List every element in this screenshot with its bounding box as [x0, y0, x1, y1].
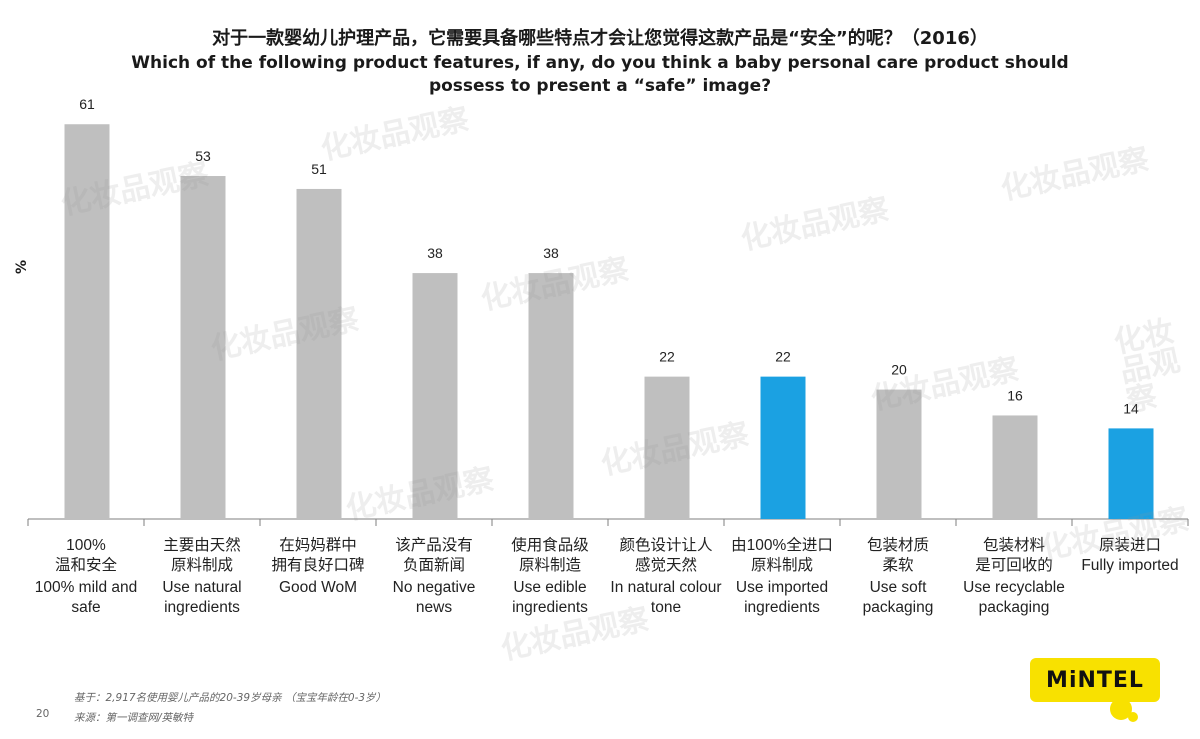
- category-label-cn2: 负面新闻: [402, 557, 465, 574]
- bar: [412, 273, 458, 519]
- category-label-cn: 包装材质: [866, 537, 929, 554]
- data-label: 20: [891, 362, 907, 378]
- category-label: 主要由天然原料制成 Use natural ingredients: [144, 536, 260, 618]
- category-label: 包装材料是可回收的 Use recyclable packaging: [956, 536, 1072, 618]
- category-label-cn: 该产品没有: [395, 537, 473, 554]
- bar: [64, 124, 110, 519]
- logo-drip: [1128, 712, 1138, 722]
- category-label-en: Use natural ingredients: [162, 579, 242, 616]
- footer-notes: 基于：2,917名使用婴儿产品的20-39岁母亲 （宝宝年龄在0-3岁） 来源：…: [74, 688, 386, 728]
- bar: [1108, 428, 1154, 519]
- data-label: 53: [195, 148, 211, 164]
- category-label-cn: 包装材料: [982, 537, 1045, 554]
- category-label-cn: 颜色设计让人: [619, 537, 713, 554]
- category-label-cn2: 原料制成: [750, 557, 813, 574]
- bar: [644, 376, 690, 519]
- category-label-cn2: 温和安全: [54, 557, 117, 574]
- category-label-cn2: 是可回收的: [975, 557, 1053, 574]
- category-label-cn: 100%: [66, 537, 106, 554]
- footer-source: 来源：第一调查网/英敏特: [74, 712, 194, 724]
- category-label-en: Use edible ingredients: [512, 579, 588, 616]
- chart-title-cn: 对于一款婴幼儿护理产品，它需要具备哪些特点才会让您觉得这款产品是“安全”的呢？（…: [212, 28, 988, 49]
- category-label-cn: 使用食品级: [511, 537, 589, 554]
- page-number: 20: [36, 708, 50, 720]
- data-label: 51: [311, 161, 327, 177]
- category-label-cn2: 感觉天然: [634, 557, 697, 574]
- category-label-en: Use imported ingredients: [735, 579, 829, 616]
- category-label-cn2: 柔软: [882, 557, 914, 574]
- bar: [876, 389, 922, 519]
- category-label-en: In natural colour tone: [610, 579, 722, 616]
- category-label: 原装进口 Fully imported: [1072, 536, 1188, 576]
- bar: [760, 376, 806, 519]
- category-label: 由100%全进口 原料制成 Use imported ingredients: [724, 536, 840, 618]
- data-label: 38: [427, 245, 443, 261]
- category-label-cn2: 原料制造: [518, 557, 581, 574]
- category-label-en: 100% mild and safe: [34, 579, 138, 616]
- logo-drip: [1110, 698, 1132, 720]
- bar: [992, 415, 1038, 519]
- category-label-en: Use recyclable packaging: [963, 579, 1065, 616]
- category-label-cn2: 拥有良好口碑: [271, 557, 365, 574]
- category-label-en: Fully imported: [1081, 557, 1179, 574]
- footer-base: 基于：2,917名使用婴儿产品的20-39岁母亲 （宝宝年龄在0-3岁）: [74, 692, 387, 704]
- chart-title-en: Which of the following product features,…: [131, 53, 1069, 96]
- category-label: 该产品没有负面新闻 No negative news: [376, 536, 492, 618]
- category-label-cn: 主要由天然: [163, 537, 241, 554]
- data-label: 14: [1123, 400, 1139, 416]
- data-label: 22: [775, 349, 791, 365]
- category-label: 100% 温和安全 100% mild and safe: [28, 536, 144, 618]
- category-label: 颜色设计让人 感觉天然 In natural colour tone: [608, 536, 724, 618]
- bar: [180, 176, 226, 519]
- category-label-cn: 在妈妈群中: [279, 537, 357, 554]
- data-label: 38: [543, 245, 559, 261]
- category-label-cn: 由100%全进口: [731, 537, 833, 554]
- category-label: 使用食品级原料制造 Use edible ingredients: [492, 536, 608, 618]
- mintel-logo: MiNTEL: [1030, 658, 1160, 702]
- bar: [296, 188, 342, 519]
- category-label-en: Use soft packaging: [862, 579, 934, 616]
- category-label: 在妈妈群中拥有良好口碑 Good WoM: [260, 536, 376, 598]
- data-label: 16: [1007, 387, 1023, 403]
- category-label-en: No negative news: [392, 579, 476, 616]
- bar: [528, 273, 574, 519]
- data-label: 22: [659, 349, 675, 365]
- category-label-cn: 原装进口: [1098, 537, 1161, 554]
- category-label-cn2: 原料制成: [170, 557, 233, 574]
- category-label-en: Good WoM: [278, 579, 358, 596]
- category-label: 包装材质柔软 Use soft packaging: [840, 536, 956, 618]
- data-label: 61: [79, 96, 95, 112]
